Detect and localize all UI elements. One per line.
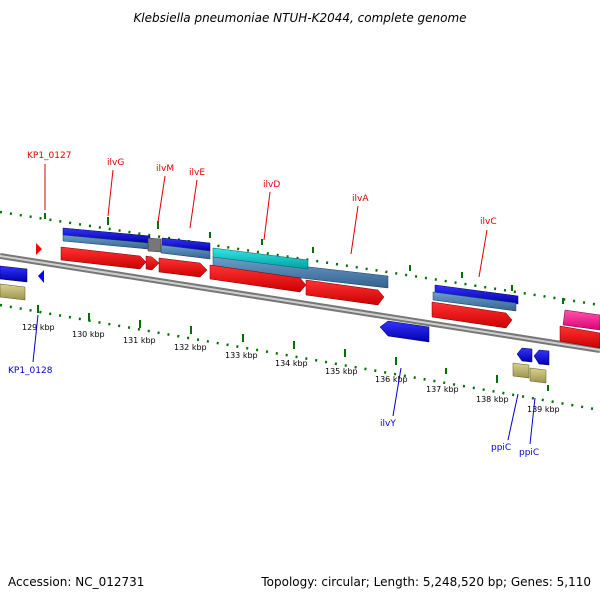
tick-label: 129 kbp: [22, 323, 55, 332]
tick-label: 137 kbp: [426, 385, 459, 394]
tick-label: 134 kbp: [275, 359, 308, 368]
tick-label: 131 kbp: [123, 336, 156, 345]
tick-label: 135 kbp: [325, 367, 358, 376]
tick-label: 130 kbp: [72, 330, 105, 339]
gene-ilvM-arrow[interactable]: [145, 255, 160, 271]
khaki-features: [0, 283, 547, 384]
tick-label: 133 kbp: [225, 351, 258, 360]
gene-ilvY-arrow[interactable]: [379, 320, 430, 343]
gene-edge-arrow[interactable]: [559, 325, 600, 349]
forward-labels: KP1_0127 ilvG ilvM ilvE ilvD ilvA ilvC: [27, 151, 497, 278]
gene-label: ppiC: [491, 443, 511, 453]
outer-tick-ring: [0, 210, 600, 307]
genome-summary-text: Topology: circular; Length: 5,248,520 bp…: [260, 575, 591, 589]
gene-label: ilvC: [480, 217, 497, 227]
outer-major-ticks: [44, 213, 564, 304]
cds-ilvD[interactable]: [212, 247, 309, 270]
gene-label: ilvA: [352, 194, 369, 204]
tick-label: 139 kbp: [527, 405, 560, 414]
gene-KP1_0127-arrow[interactable]: [36, 243, 42, 255]
forward-genes: [36, 243, 600, 349]
cds-blue-track: [62, 227, 519, 305]
cds-steel-segment[interactable]: [432, 291, 517, 312]
khaki-feature[interactable]: [0, 283, 26, 301]
cds-ilvM[interactable]: [147, 237, 162, 253]
cds-steel-segment[interactable]: [160, 244, 211, 260]
cds-ilvC[interactable]: [434, 284, 519, 305]
gene-ilvG-arrow[interactable]: [60, 246, 147, 270]
gene-ppiC-arrow-2[interactable]: [533, 349, 550, 366]
gene-KP1_0128-arrow[interactable]: [38, 270, 44, 283]
misc-feature-pink[interactable]: [562, 309, 600, 331]
inner-tick-ring: [0, 303, 600, 412]
reverse-labels: KP1_0128 ilvY ppiC ppiC: [8, 314, 539, 458]
gene-label: ppiC: [519, 448, 539, 458]
cds-steel-segment[interactable]: [62, 234, 149, 250]
gene-label: ilvE: [189, 168, 205, 178]
gene-ilvA-arrow[interactable]: [305, 279, 385, 306]
tick-label: 132 kbp: [174, 343, 207, 352]
gene-label: ilvM: [156, 164, 174, 174]
gene-label: ilvG: [107, 158, 124, 168]
map-title: Klebsiella pneumoniae NTUH-K2044, comple…: [133, 11, 466, 25]
khaki-feature[interactable]: [512, 362, 530, 379]
gene-reverse-left[interactable]: [0, 265, 28, 283]
gene-label: KP1_0128: [8, 366, 53, 376]
tick-label: 138 kbp: [476, 395, 509, 404]
tick-label: 136 kbp: [375, 375, 408, 384]
gene-ilvC-arrow[interactable]: [431, 301, 513, 329]
reverse-genes: [0, 265, 550, 366]
cds-steel-segment[interactable]: [212, 255, 389, 289]
khaki-feature[interactable]: [529, 367, 547, 384]
scale-labels: 129 kbp 130 kbp 131 kbp 132 kbp 133 kbp …: [22, 323, 560, 414]
gene-ppiC-arrow-1[interactable]: [516, 347, 533, 363]
gene-ilvE-arrow[interactable]: [158, 257, 208, 278]
accession-text: Accession: NC_012731: [8, 575, 144, 589]
gene-label: ilvD: [263, 180, 280, 190]
inner-major-ticks: [37, 305, 549, 391]
gene-label: ilvY: [380, 419, 396, 429]
gene-label: KP1_0127: [27, 151, 71, 161]
cds-steel-track: [62, 234, 517, 312]
gene-ilvD-arrow[interactable]: [209, 264, 307, 293]
